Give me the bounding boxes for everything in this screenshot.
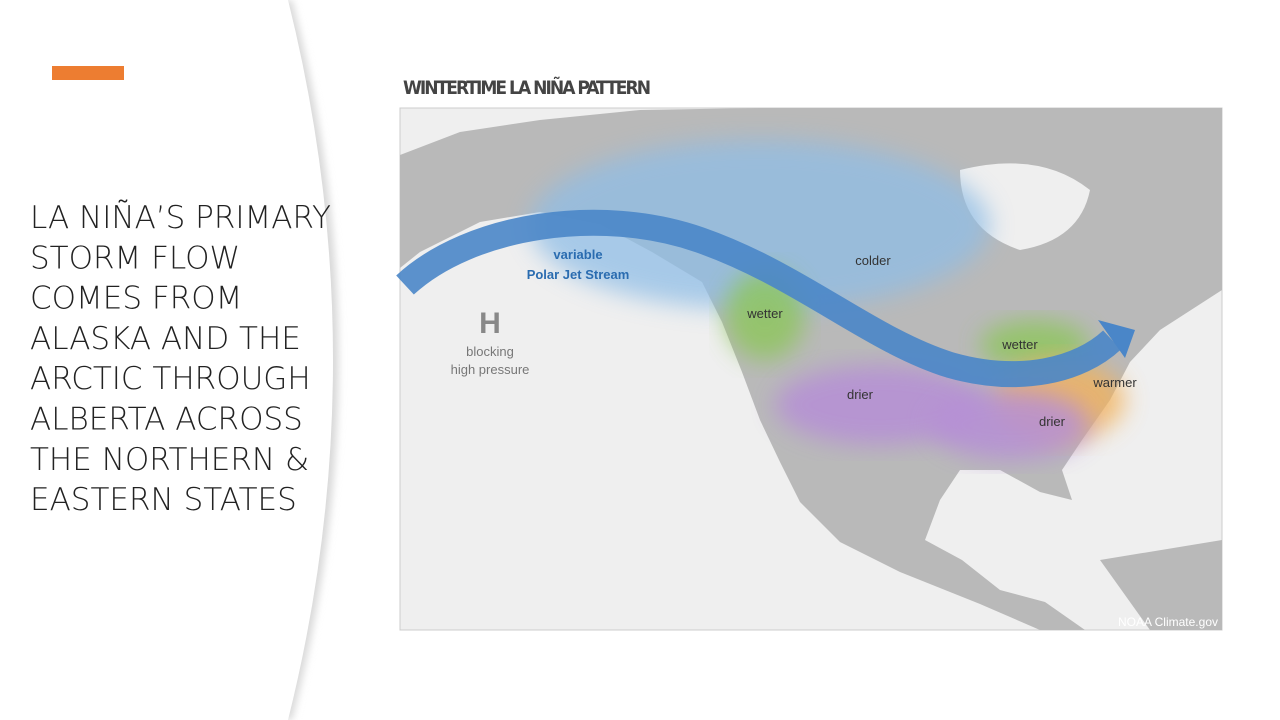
map-label: drier	[1039, 414, 1066, 429]
map-label: variable	[553, 247, 602, 262]
jet-stream	[396, 209, 1121, 388]
colder-region	[530, 140, 990, 310]
map	[396, 108, 1222, 630]
title-line: LA NIÑA’S PRIMARY	[30, 199, 331, 236]
credit: NOAA Climate.gov	[1118, 615, 1218, 629]
left-panel	[0, 0, 333, 720]
title-line: ALBERTA ACROSS	[30, 402, 303, 438]
map-label: high pressure	[451, 362, 530, 377]
map-label: warmer	[1092, 375, 1137, 390]
map-label: H	[479, 307, 501, 340]
title-line: EASTERN STATES	[30, 482, 297, 518]
map-label: wetter	[1001, 337, 1038, 352]
accent-bar	[52, 66, 124, 80]
map-label: colder	[855, 253, 891, 268]
title-line: COMES FROM	[30, 281, 242, 317]
drier-east-region	[930, 390, 1090, 460]
map-label: wetter	[746, 306, 783, 321]
title-line: ARCTIC THROUGH	[30, 361, 311, 397]
map-title: WINTERTIME LA NIÑA PATTERN	[403, 75, 651, 99]
map-label: drier	[847, 387, 874, 402]
hudson-bay	[960, 163, 1090, 250]
map-label: blocking	[466, 344, 514, 359]
map-label: Polar Jet Stream	[527, 267, 630, 282]
south-america	[1100, 540, 1222, 630]
jet-arrowhead	[1098, 320, 1135, 358]
title-line: STORM FLOW	[30, 240, 240, 276]
title-line: THE NORTHERN &	[30, 442, 309, 478]
title-line: ALASKA AND THE	[30, 321, 301, 357]
slide-title: LA NIÑA’S PRIMARY STORM FLOW COMES FROM ALA…	[30, 199, 331, 518]
